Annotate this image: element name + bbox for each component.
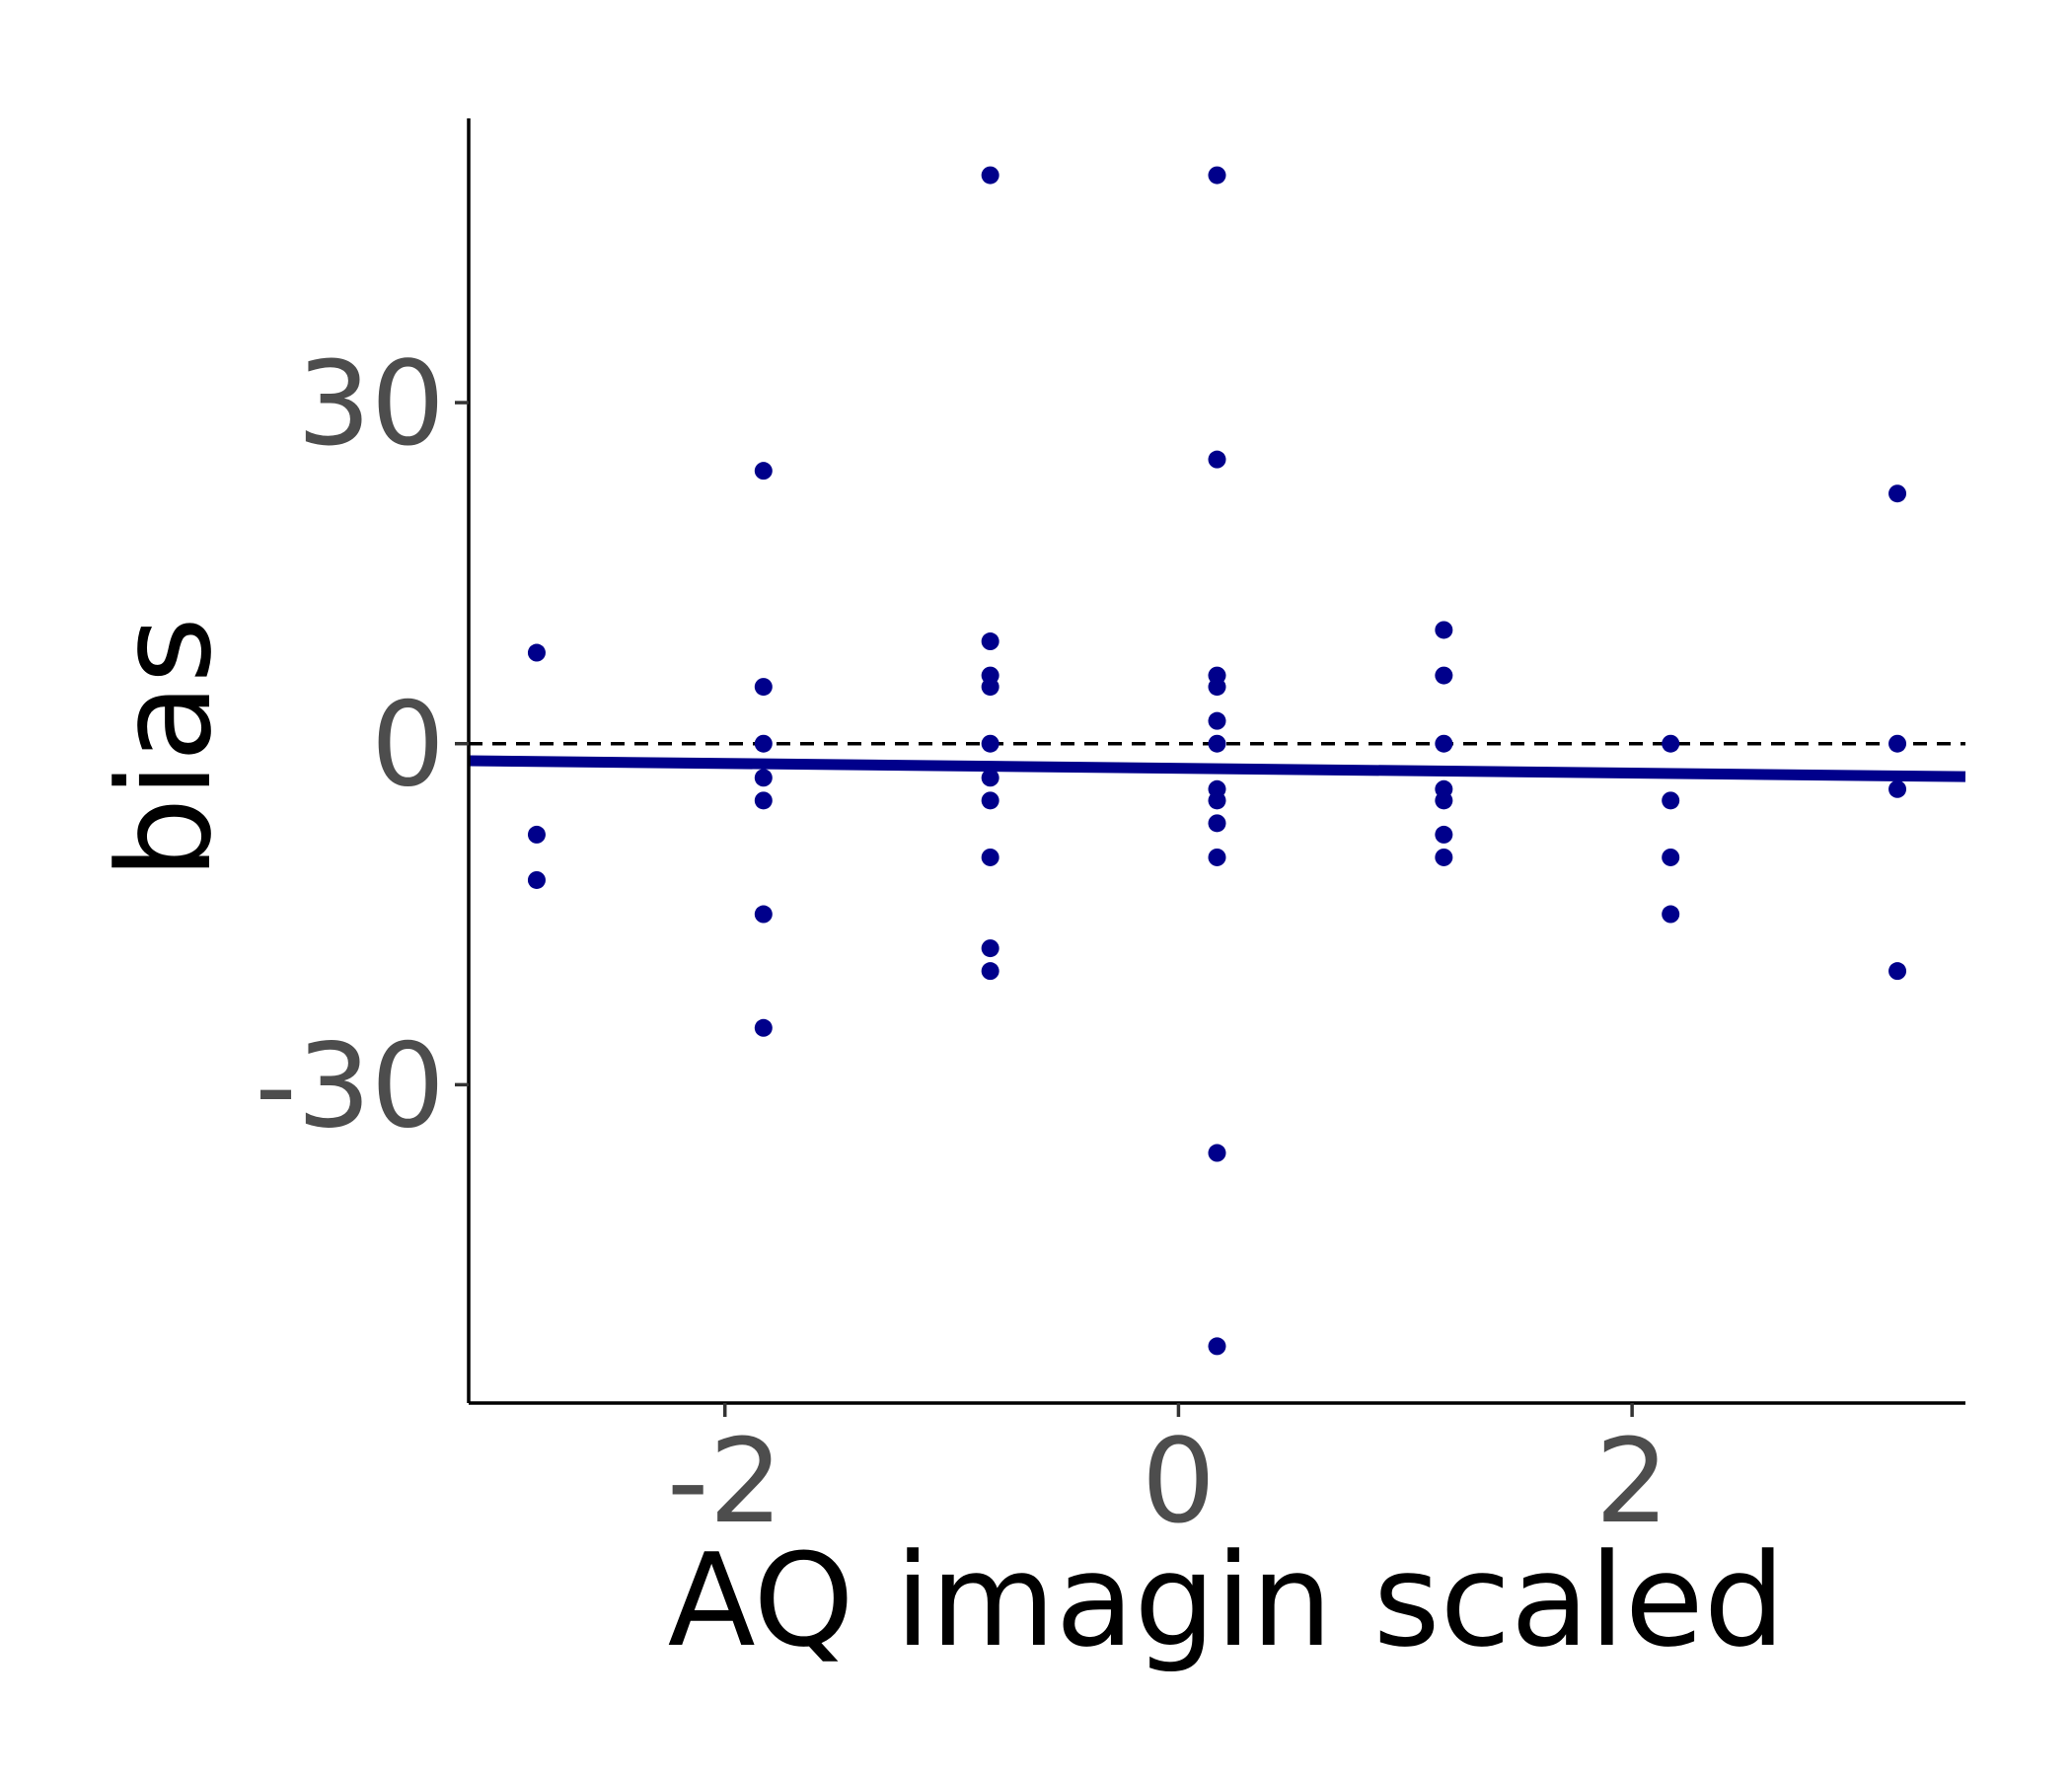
axes: -2 0 2 -30 0 30 xyxy=(255,118,1965,1549)
y-tick-label-0: -30 xyxy=(255,1017,445,1153)
data-point-44 xyxy=(1888,734,1907,753)
data-point-43 xyxy=(1888,484,1907,503)
data-point-37 xyxy=(1435,825,1453,844)
data-point-16 xyxy=(981,791,999,810)
data-point-3 xyxy=(754,462,773,481)
data-point-8 xyxy=(754,905,773,924)
data-point-40 xyxy=(1662,791,1680,810)
data-point-45 xyxy=(1888,779,1907,798)
y-axis-title: bias xyxy=(90,617,240,879)
data-point-4 xyxy=(754,678,773,697)
x-tick-label-1: 0 xyxy=(1142,1413,1216,1549)
data-point-25 xyxy=(1208,734,1226,753)
data-point-34 xyxy=(1435,734,1453,753)
x-tick-label-2: 2 xyxy=(1595,1413,1669,1549)
data-point-0 xyxy=(527,643,546,662)
y-tick-label-1: 0 xyxy=(371,677,445,813)
data-point-27 xyxy=(1208,791,1226,810)
data-point-28 xyxy=(1208,814,1226,833)
data-point-6 xyxy=(754,769,773,787)
data-point-21 xyxy=(1208,450,1226,469)
data-point-5 xyxy=(754,734,773,753)
data-point-30 xyxy=(1208,1144,1226,1162)
data-point-39 xyxy=(1662,734,1680,753)
data-point-19 xyxy=(981,962,999,981)
plot-area xyxy=(468,166,1966,1356)
x-axis-title: AQ imagin scaled xyxy=(668,1525,1786,1675)
data-point-20 xyxy=(1208,166,1226,185)
data-point-38 xyxy=(1435,848,1453,866)
data-point-31 xyxy=(1208,1337,1226,1356)
data-point-1 xyxy=(527,825,546,844)
data-point-23 xyxy=(1208,678,1226,697)
x-tick-label-0: -2 xyxy=(667,1413,783,1549)
data-point-46 xyxy=(1888,962,1907,981)
data-point-2 xyxy=(527,870,546,889)
data-point-41 xyxy=(1662,848,1680,866)
data-point-24 xyxy=(1208,711,1226,730)
data-point-11 xyxy=(981,632,999,651)
data-point-14 xyxy=(981,734,999,753)
data-point-29 xyxy=(1208,848,1226,866)
data-point-42 xyxy=(1662,905,1680,924)
data-point-32 xyxy=(1435,621,1453,639)
data-point-15 xyxy=(981,769,999,787)
data-point-13 xyxy=(981,678,999,697)
trend-line xyxy=(468,755,1966,782)
data-point-17 xyxy=(981,848,999,866)
data-point-36 xyxy=(1435,791,1453,810)
y-tick-label-2: 30 xyxy=(297,335,445,472)
data-point-10 xyxy=(981,166,999,185)
data-point-33 xyxy=(1435,666,1453,685)
data-point-18 xyxy=(981,939,999,958)
data-point-7 xyxy=(754,791,773,810)
data-point-9 xyxy=(754,1018,773,1037)
